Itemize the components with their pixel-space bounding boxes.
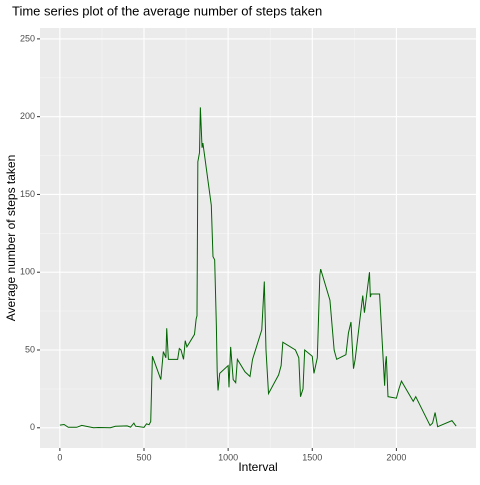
x-tick-label: 0 [57,452,62,462]
x-axis-label: Interval [238,460,277,474]
chart-title: Time series plot of the average number o… [12,3,322,18]
y-tick-label: 50 [25,344,35,354]
y-tick-label: 100 [20,267,35,277]
x-tick-label: 1500 [302,452,322,462]
x-tick-label: 2000 [386,452,406,462]
y-tick-label: 150 [20,189,35,199]
y-tick-label: 0 [30,422,35,432]
x-tick-label: 500 [136,452,151,462]
y-axis-label: Average number of steps taken [4,155,18,322]
data-line [59,107,457,429]
y-tick-label: 250 [20,33,35,43]
panel [40,28,476,448]
x-tick-label: 1000 [218,452,238,462]
y-tick-label: 200 [20,111,35,121]
